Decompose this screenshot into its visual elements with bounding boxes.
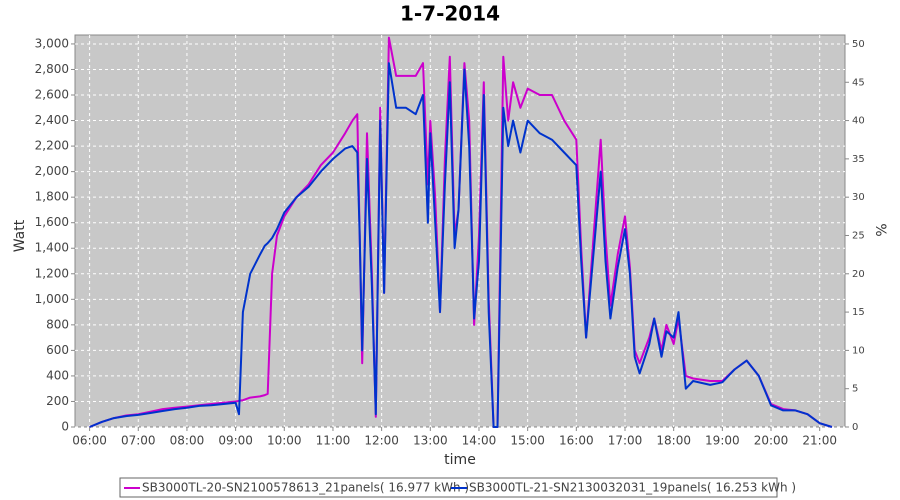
plot-area bbox=[74, 34, 846, 428]
y-tick-label: 400 bbox=[46, 368, 69, 382]
series-line bbox=[89, 62, 833, 428]
x-tick-label: 20:00 bbox=[754, 434, 789, 448]
y-tick-label: 2,800 bbox=[35, 62, 69, 76]
y-axis-label: Watt bbox=[12, 219, 28, 252]
y-tick-label: 200 bbox=[46, 394, 69, 408]
y-tick-label: 1,800 bbox=[35, 190, 69, 204]
x-tick-label: 17:00 bbox=[608, 434, 643, 448]
x-tick-label: 06:00 bbox=[72, 434, 107, 448]
y2-tick-label: 0 bbox=[852, 422, 858, 433]
y2-tick-label: 20 bbox=[852, 269, 865, 280]
x-tick-label: 16:00 bbox=[559, 434, 594, 448]
x-tick-label: 08:00 bbox=[170, 434, 205, 448]
y-tick-label: 1,200 bbox=[35, 266, 69, 280]
y2-axis-label: % bbox=[872, 223, 888, 236]
x-tick-label: 19:00 bbox=[705, 434, 740, 448]
y2-tick-label: 40 bbox=[852, 116, 865, 127]
y-tick-label: 3,000 bbox=[35, 36, 69, 50]
x-tick-label: 10:00 bbox=[267, 434, 302, 448]
y2-tick-label: 10 bbox=[852, 345, 865, 356]
x-tick-label: 15:00 bbox=[510, 434, 545, 448]
y-tick-label: 800 bbox=[46, 317, 69, 331]
x-tick-label: 11:00 bbox=[316, 434, 351, 448]
x-tick-label: 12:00 bbox=[364, 434, 399, 448]
y-tick-label: 2,200 bbox=[35, 139, 69, 153]
y-tick-label: 1,600 bbox=[35, 215, 69, 229]
legend bbox=[119, 477, 778, 498]
y2-tick-label: 15 bbox=[852, 307, 865, 318]
x-tick-label: 21:00 bbox=[802, 434, 837, 448]
y-tick-label: 1,000 bbox=[35, 292, 69, 306]
y-tick-label: 2,600 bbox=[35, 88, 69, 102]
legend-label: SB3000TL-21-SN2130032031_19panels( 16.25… bbox=[469, 481, 796, 495]
chart-title: 1-7-2014 bbox=[400, 2, 500, 26]
y-tick-label: 0 bbox=[61, 420, 69, 434]
y2-tick-label: 5 bbox=[852, 384, 858, 395]
x-tick-label: 09:00 bbox=[218, 434, 253, 448]
x-tick-label: 13:00 bbox=[413, 434, 448, 448]
legend-label: SB3000TL-20-SN2100578613_21panels( 16.97… bbox=[142, 481, 469, 495]
y-tick-label: 2,400 bbox=[35, 113, 69, 127]
y-tick-label: 600 bbox=[46, 343, 69, 357]
y2-tick-label: 30 bbox=[852, 192, 865, 203]
x-tick-label: 18:00 bbox=[656, 434, 691, 448]
y2-tick-label: 25 bbox=[852, 230, 865, 241]
x-tick-label: 14:00 bbox=[462, 434, 497, 448]
y-tick-label: 2,000 bbox=[35, 164, 69, 178]
y2-tick-label: 35 bbox=[852, 154, 865, 165]
x-tick-label: 07:00 bbox=[121, 434, 156, 448]
y2-tick-label: 50 bbox=[852, 39, 865, 50]
y-tick-label: 1,400 bbox=[35, 241, 69, 255]
x-axis-label: time bbox=[444, 452, 476, 468]
y2-tick-label: 45 bbox=[852, 77, 865, 88]
